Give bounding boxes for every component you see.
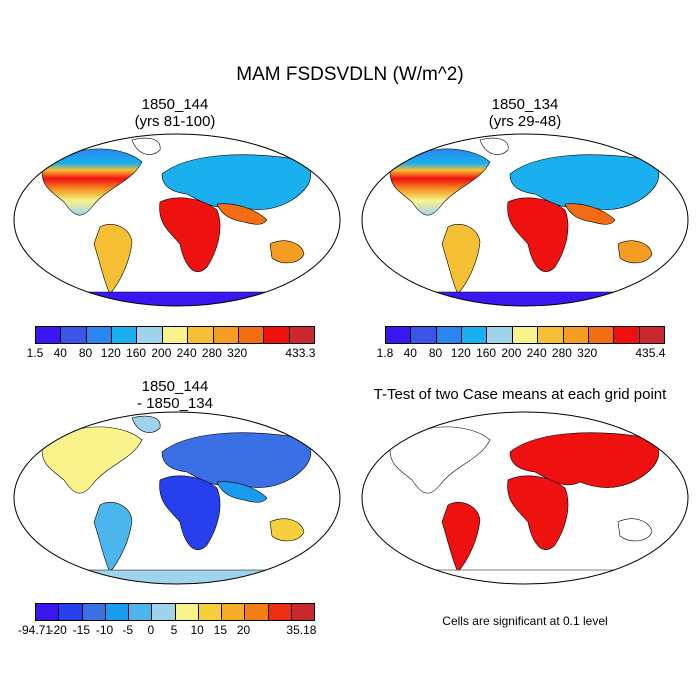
panel-1-colorbar bbox=[35, 326, 315, 344]
colorbar-swatch bbox=[36, 327, 62, 343]
colorbar-tick-label: 240 bbox=[176, 346, 197, 360]
colorbar-swatch bbox=[129, 604, 153, 620]
colorbar-tick-label: 320 bbox=[227, 346, 248, 360]
colorbar-swatch bbox=[112, 327, 138, 343]
colorbar-tick-label: -10 bbox=[95, 623, 114, 637]
colorbar-tick-label: 200 bbox=[501, 346, 522, 360]
colorbar-tick-label: 320 bbox=[577, 346, 598, 360]
colorbar-swatch bbox=[137, 327, 163, 343]
figure-title: MAM FSDSVDLN (W/m^2) bbox=[236, 64, 464, 85]
panel-2-colorbar-labels: 1.8 40 80 120 160 200 240 280 320 435.4 bbox=[377, 346, 666, 360]
panel-1-colorbar-labels: 1.5 40 80 120 160 200 240 280 320 433.3 bbox=[27, 346, 316, 360]
colorbar-tick-label: -20 bbox=[49, 623, 67, 637]
colorbar-swatch bbox=[59, 604, 83, 620]
panel-1-land bbox=[14, 137, 340, 306]
panel-4-title: T-Test of two Case means at each grid po… bbox=[373, 386, 667, 403]
colorbar-tick-label: 160 bbox=[126, 346, 147, 360]
panel-2-land bbox=[362, 137, 688, 306]
colorbar-swatch bbox=[152, 604, 176, 620]
colorbar-swatch bbox=[198, 604, 222, 620]
colorbar-swatch bbox=[105, 604, 129, 620]
panel-1-title-line1: 1850_144 bbox=[141, 96, 209, 113]
colorbar-swatch bbox=[563, 327, 589, 343]
colorbar-tick-label: 80 bbox=[428, 346, 443, 360]
panel-4-note: Cells are significant at 0.1 level bbox=[442, 614, 608, 628]
colorbar-swatch bbox=[61, 327, 87, 343]
panel-3-title-line2: - 1850_134 bbox=[137, 395, 213, 412]
panel-1-map bbox=[13, 133, 341, 307]
colorbar-tick-label: 20 bbox=[236, 623, 251, 637]
colorbar-swatch bbox=[86, 327, 113, 343]
colorbar-tick-label: -15 bbox=[72, 623, 90, 637]
colorbar-tick-label: 5 bbox=[170, 623, 178, 637]
colorbar-tick-label: 40 bbox=[403, 346, 417, 360]
colorbar-tick-label: 240 bbox=[526, 346, 547, 360]
panel-2-title-line2: (yrs 29-48) bbox=[488, 113, 562, 130]
panel-4-land bbox=[362, 426, 688, 584]
colorbar-swatch bbox=[188, 327, 214, 343]
panel-3-land bbox=[14, 415, 340, 584]
panel-2-map bbox=[361, 133, 689, 307]
panel-3-title-line1: 1850_144 bbox=[141, 378, 209, 395]
colorbar-tick-label: 435.4 bbox=[635, 346, 666, 360]
colorbar-tick-label: 160 bbox=[476, 346, 497, 360]
colorbar-swatch bbox=[175, 604, 199, 620]
colorbar-tick-label: -5 bbox=[122, 623, 133, 637]
colorbar-swatch bbox=[462, 327, 488, 343]
colorbar-swatch bbox=[289, 327, 314, 343]
colorbar-tick-label: 1.8 bbox=[376, 346, 394, 360]
colorbar-tick-label: 120 bbox=[450, 346, 471, 360]
colorbar-tick-label: 120 bbox=[100, 346, 121, 360]
panel-3-map bbox=[13, 411, 341, 585]
colorbar-swatch bbox=[512, 327, 539, 343]
colorbar-swatch bbox=[386, 327, 412, 343]
colorbar-swatch bbox=[411, 327, 437, 343]
colorbar-swatch bbox=[639, 327, 664, 343]
colorbar-swatch bbox=[162, 327, 189, 343]
colorbar-swatch bbox=[538, 327, 564, 343]
panel-3-colorbar-labels: -94.71 -20 -15 -10 -5 0 5 10 15 20 35.18 bbox=[18, 623, 317, 637]
colorbar-swatch bbox=[436, 327, 463, 343]
colorbar-tick-label: 200 bbox=[151, 346, 172, 360]
colorbar-swatch bbox=[268, 604, 292, 620]
colorbar-tick-label: -94.71 bbox=[17, 623, 53, 637]
colorbar-swatch bbox=[238, 327, 265, 343]
panel-3-colorbar bbox=[35, 603, 315, 621]
colorbar-swatch bbox=[487, 327, 513, 343]
colorbar-tick-label: 80 bbox=[78, 346, 93, 360]
panel-2-colorbar bbox=[385, 326, 665, 344]
panel-2-title-line1: 1850_134 bbox=[491, 96, 559, 113]
colorbar-swatch bbox=[588, 327, 615, 343]
colorbar-swatch bbox=[222, 604, 246, 620]
colorbar-tick-label: 35.18 bbox=[286, 623, 317, 637]
colorbar-tick-label: 40 bbox=[53, 346, 67, 360]
colorbar-tick-label: 15 bbox=[213, 623, 228, 637]
colorbar-swatch bbox=[213, 327, 239, 343]
colorbar-tick-label: 280 bbox=[551, 346, 572, 360]
colorbar-swatch bbox=[36, 604, 60, 620]
colorbar-tick-label: 0 bbox=[147, 623, 155, 637]
panel-2-title: 1850_134 (yrs 29-48) bbox=[370, 96, 680, 130]
colorbar-swatch bbox=[245, 604, 269, 620]
colorbar-tick-label: 433.3 bbox=[285, 346, 316, 360]
panel-1-title: 1850_144 (yrs 81-100) bbox=[20, 96, 330, 130]
panel-3-title: 1850_144 - 1850_134 bbox=[20, 378, 330, 412]
colorbar-swatch bbox=[264, 327, 290, 343]
colorbar-swatch bbox=[291, 604, 314, 620]
panel-1-title-line2: (yrs 81-100) bbox=[134, 113, 216, 130]
colorbar-tick-label: 1.5 bbox=[26, 346, 44, 360]
colorbar-tick-label: 280 bbox=[201, 346, 222, 360]
panel-4-map bbox=[361, 411, 689, 585]
colorbar-tick-label: 10 bbox=[190, 623, 204, 637]
colorbar-swatch bbox=[614, 327, 640, 343]
colorbar-swatch bbox=[82, 604, 106, 620]
